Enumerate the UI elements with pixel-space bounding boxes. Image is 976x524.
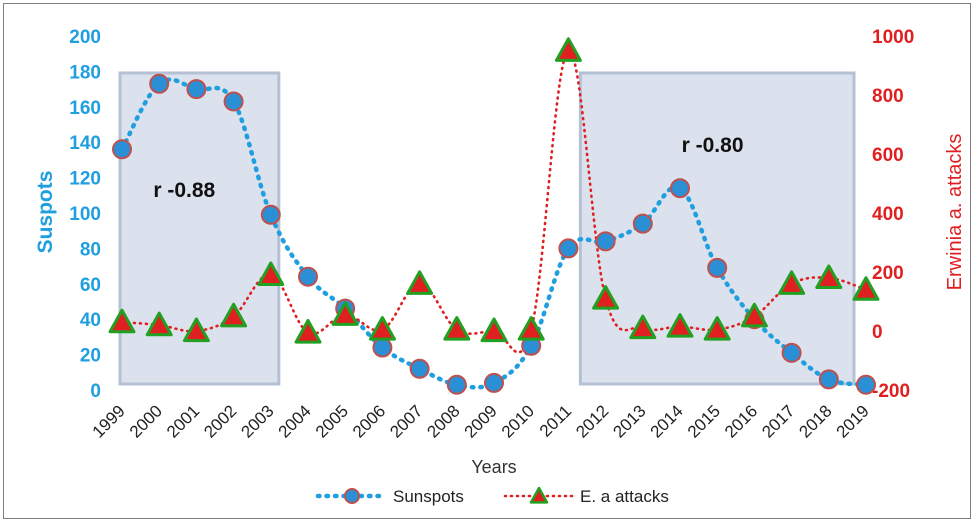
- attacks-point: [815, 264, 843, 289]
- attacks-point: [554, 37, 582, 62]
- x-tick-label: 2003: [237, 401, 277, 441]
- right-tick-label: 600: [872, 145, 904, 166]
- x-tick-label: 2014: [647, 401, 687, 441]
- sunspots-point: [223, 91, 244, 112]
- x-tick-label: 2012: [572, 401, 612, 441]
- left-tick-label: 0: [90, 381, 101, 402]
- attacks-point: [368, 316, 396, 341]
- right-axis-title: Erwinia a. attacks: [944, 134, 966, 291]
- left-tick-label: 160: [69, 98, 101, 119]
- left-tick-label: 180: [69, 62, 101, 83]
- attacks-point: [108, 308, 136, 334]
- shaded-region: [578, 71, 856, 386]
- x-tick-label: 2000: [126, 401, 166, 441]
- x-tick-label: 2010: [498, 401, 538, 441]
- left-tick-label: 80: [80, 239, 101, 260]
- x-tick-label: 2006: [349, 401, 389, 441]
- attacks-point: [294, 318, 322, 344]
- attacks-point: [517, 316, 545, 341]
- left-axis-title: Suspots: [34, 171, 57, 254]
- x-tick-label: 2016: [721, 401, 761, 441]
- right-tick-label: 1000: [872, 27, 914, 48]
- left-tick-label: 120: [69, 169, 101, 190]
- x-tick-label: 2002: [200, 401, 240, 441]
- right-tick-label: -200: [872, 381, 910, 402]
- correlation-annotation: r -0.80: [682, 134, 744, 157]
- x-tick-label: 2013: [609, 401, 649, 441]
- attacks-point: [778, 270, 806, 295]
- x-tick-label: 2007: [386, 401, 426, 441]
- x-tick-label: 2005: [312, 401, 352, 441]
- x-tick-label: 2015: [684, 401, 724, 441]
- left-tick-label: 100: [69, 204, 101, 225]
- sunspots-line: [119, 77, 869, 390]
- attacks-point: [220, 302, 248, 328]
- attacks-point: [182, 317, 210, 343]
- sunspots-point: [632, 213, 653, 234]
- legend-sunspots-marker: [344, 488, 360, 504]
- chart-labels: r -0.88 r -0.80 Suspots Erwinia a. attacks Y…: [34, 134, 966, 477]
- attacks-point: [666, 313, 694, 338]
- sunspots-point: [186, 79, 207, 100]
- sunspots-point: [149, 73, 170, 94]
- left-tick-label: 40: [80, 310, 101, 331]
- left-tick-label: 140: [69, 133, 101, 154]
- sunspots-point: [781, 342, 802, 363]
- left-tick-label: 60: [80, 275, 101, 296]
- right-tick-label: 0: [872, 322, 883, 343]
- attacks-point: [331, 301, 359, 326]
- sunspots-point: [595, 231, 616, 252]
- legend-sunspots-label: Sunspots: [393, 487, 464, 506]
- attacks-point: [257, 261, 285, 287]
- sunspots-point: [558, 238, 579, 259]
- right-tick-label: 200: [872, 263, 904, 284]
- attacks-point: [703, 316, 731, 341]
- sunspots-point: [707, 257, 728, 278]
- x-tick-label: 2008: [423, 401, 463, 441]
- x-tick-label: 2004: [275, 401, 315, 441]
- left-tick-label: 20: [80, 346, 101, 367]
- legend: Sunspots E. a attacks: [315, 486, 669, 506]
- sunspots-point: [856, 374, 876, 395]
- x-tick-label: 2018: [795, 401, 835, 441]
- sunspots-point: [298, 266, 318, 287]
- x-tick-label: 2011: [536, 401, 575, 440]
- sunspots-point: [372, 337, 393, 358]
- x-tick-label: 2019: [833, 401, 873, 441]
- right-tick-label: 400: [872, 204, 904, 225]
- attacks-point: [740, 302, 768, 328]
- x-tick-label: 2001: [163, 401, 203, 441]
- legend-attacks-label: E. a attacks: [580, 487, 669, 506]
- sunspots-point: [260, 204, 281, 225]
- x-axis-title: Years: [471, 457, 516, 477]
- attacks-point: [443, 316, 471, 341]
- series-markers: [108, 37, 880, 395]
- attacks-point: [145, 311, 173, 337]
- attacks-point: [406, 270, 434, 295]
- sunspots-point: [818, 369, 839, 390]
- attacks-point: [480, 317, 508, 343]
- sunspots-point: [446, 374, 467, 395]
- x-tick-label: 2017: [758, 401, 798, 441]
- sunspots-point: [409, 358, 430, 379]
- legend-attacks-marker: [529, 486, 549, 504]
- attacks-point: [852, 276, 880, 301]
- sunspots-point: [484, 372, 504, 393]
- x-tick-label: 2009: [461, 401, 501, 441]
- left-tick-label: 200: [69, 27, 101, 48]
- x-tick-label: 1999: [89, 401, 129, 441]
- sunspots-point: [670, 178, 690, 199]
- attacks-point: [592, 285, 620, 310]
- sunspots-point: [112, 139, 132, 160]
- right-tick-label: 800: [872, 86, 904, 107]
- correlation-annotation: r -0.88: [153, 179, 215, 202]
- attacks-point: [629, 314, 657, 340]
